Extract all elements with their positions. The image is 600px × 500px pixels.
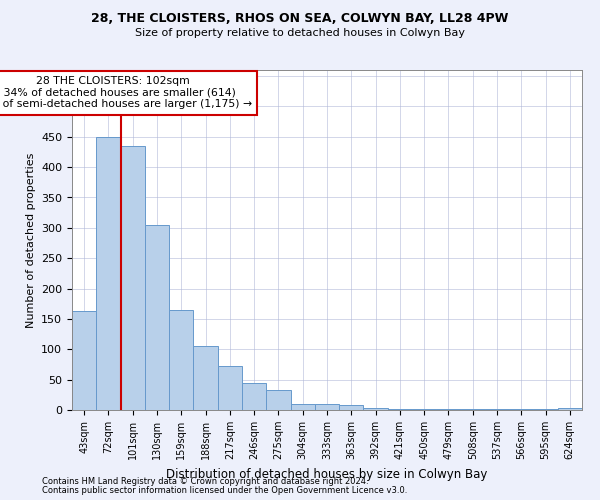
Text: Contains HM Land Registry data © Crown copyright and database right 2024.: Contains HM Land Registry data © Crown c…	[42, 477, 368, 486]
Bar	[339, 405, 364, 410]
X-axis label: Distribution of detached houses by size in Colwyn Bay: Distribution of detached houses by size …	[166, 468, 488, 480]
Bar	[290, 404, 315, 410]
Bar	[96, 137, 121, 410]
Text: 28 THE CLOISTERS: 102sqm
← 34% of detached houses are smaller (614)
65% of semi-: 28 THE CLOISTERS: 102sqm ← 34% of detach…	[0, 76, 252, 110]
Bar	[364, 408, 388, 410]
Text: Size of property relative to detached houses in Colwyn Bay: Size of property relative to detached ho…	[135, 28, 465, 38]
Bar	[388, 409, 412, 410]
Bar	[558, 408, 582, 410]
Text: 28, THE CLOISTERS, RHOS ON SEA, COLWYN BAY, LL28 4PW: 28, THE CLOISTERS, RHOS ON SEA, COLWYN B…	[91, 12, 509, 26]
Bar	[266, 390, 290, 410]
Bar	[315, 404, 339, 410]
Y-axis label: Number of detached properties: Number of detached properties	[26, 152, 35, 328]
Bar	[145, 225, 169, 410]
Bar	[121, 146, 145, 410]
Bar	[412, 409, 436, 410]
Text: Contains public sector information licensed under the Open Government Licence v3: Contains public sector information licen…	[42, 486, 407, 495]
Bar	[193, 346, 218, 410]
Bar	[218, 366, 242, 410]
Bar	[169, 310, 193, 410]
Bar	[72, 311, 96, 410]
Bar	[242, 384, 266, 410]
